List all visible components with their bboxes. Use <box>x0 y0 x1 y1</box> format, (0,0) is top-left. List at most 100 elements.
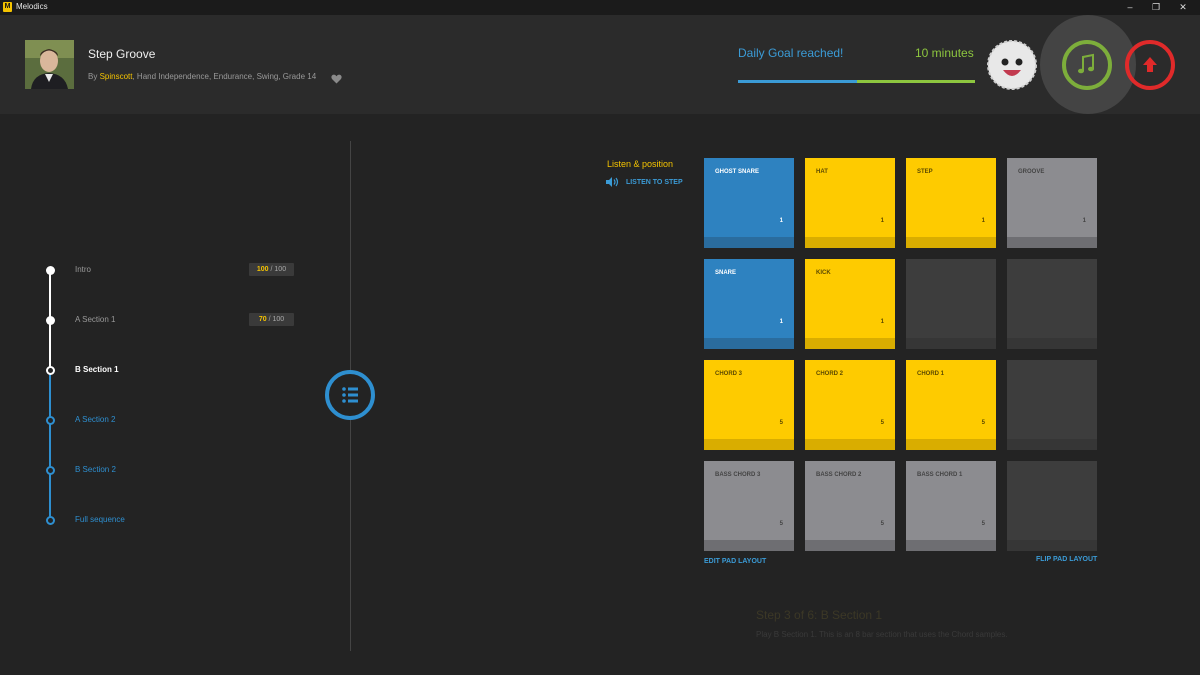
section-score: 100 <box>256 266 269 273</box>
timeline-connector <box>49 370 51 420</box>
artist-avatar <box>25 40 74 89</box>
section-label[interactable]: Intro <box>75 265 92 274</box>
pad-strip <box>906 540 996 551</box>
lesson-meta: By Spinscott, Hand Independence, Enduran… <box>88 72 316 81</box>
pad-bass-chord-1[interactable]: BASS CHORD 1 5 <box>906 461 996 551</box>
pad-name: CHORD 2 <box>816 371 844 377</box>
pad-ghost-snare[interactable]: GHOST SNARE 1 <box>704 158 794 248</box>
section-score-total: / 100 <box>266 316 285 323</box>
section-marker-icon[interactable] <box>45 315 55 325</box>
pad-strip <box>805 338 895 349</box>
pad-name: BASS CHORD 1 <box>917 472 963 478</box>
pad-name: HAT <box>816 169 828 175</box>
pad-value: 1 <box>779 319 783 325</box>
section-marker-icon[interactable] <box>45 365 55 375</box>
pad-name: CHORD 1 <box>917 371 945 377</box>
timeline-connector <box>49 270 51 320</box>
pad-empty[interactable] <box>1007 259 1097 349</box>
favorite-heart-icon[interactable] <box>331 71 342 89</box>
pad-strip <box>1007 439 1097 450</box>
lesson-header: Step Groove By Spinscott, Hand Independe… <box>0 15 1200 114</box>
edit-pad-layout-link[interactable]: EDIT PAD LAYOUT <box>704 558 767 565</box>
section-label[interactable]: Full sequence <box>75 515 125 524</box>
pad-value: 5 <box>779 521 783 527</box>
pad-value: 5 <box>779 420 783 426</box>
pad-chord-1[interactable]: CHORD 1 5 <box>906 360 996 450</box>
pad-strip <box>1007 338 1097 349</box>
section-menu-button[interactable] <box>325 370 375 420</box>
title-bar: M Melodics – ❐ ✕ <box>0 0 1200 15</box>
pad-empty[interactable] <box>1007 360 1097 450</box>
pad-strip <box>805 439 895 450</box>
pad-empty[interactable] <box>906 259 996 349</box>
section-marker-icon[interactable] <box>45 265 55 275</box>
pad-name: SNARE <box>715 270 737 276</box>
pad-value: 5 <box>981 521 985 527</box>
pad-name: BASS CHORD 2 <box>816 472 862 478</box>
lesson-tags: , Hand Independence, Endurance, Swing, G… <box>132 72 317 81</box>
section-label[interactable]: B Section 1 <box>75 365 119 374</box>
section-marker-icon[interactable] <box>45 465 55 475</box>
pad-value: 5 <box>880 521 884 527</box>
pad-strip <box>906 237 996 248</box>
pad-groove[interactable]: GROOVE 1 <box>1007 158 1097 248</box>
pad-step[interactable]: STEP 1 <box>906 158 996 248</box>
mascot-face-icon[interactable] <box>987 40 1037 90</box>
timeline-connector <box>49 320 51 370</box>
pad-strip <box>704 237 794 248</box>
restore-icon[interactable]: ❐ <box>1151 2 1161 12</box>
pad-hat[interactable]: HAT 1 <box>805 158 895 248</box>
section-label[interactable]: A Section 2 <box>75 415 116 424</box>
timeline-connector <box>49 420 51 470</box>
listen-to-step-label: LISTEN TO STEP <box>625 178 683 186</box>
app-logo-icon: M <box>3 2 12 12</box>
section-marker-icon[interactable] <box>45 415 55 425</box>
pad-name: GHOST SNARE <box>715 169 760 175</box>
pad-name: BASS CHORD 3 <box>715 472 761 478</box>
pad-bass-chord-3[interactable]: BASS CHORD 3 5 <box>704 461 794 551</box>
step-title: Step 3 of 6: B Section 1 <box>756 608 883 622</box>
pad-snare[interactable]: SNARE 1 <box>704 259 794 349</box>
pad-chord-2[interactable]: CHORD 2 5 <box>805 360 895 450</box>
minimize-icon[interactable]: – <box>1127 2 1133 12</box>
section-score-total: / 100 <box>268 266 287 273</box>
main-area: Intro 100 / 100 A Section 1 70 / 100 B Secti… <box>0 114 1200 675</box>
pad-strip <box>805 540 895 551</box>
pad-strip <box>704 540 794 551</box>
pad-value: 1 <box>981 218 985 224</box>
pad-kick[interactable]: KICK 1 <box>805 259 895 349</box>
upload-button[interactable] <box>1125 40 1175 90</box>
listen-to-step-button[interactable]: LISTEN TO STEP <box>606 177 683 187</box>
music-mode-button[interactable] <box>1062 40 1112 90</box>
pad-name: STEP <box>917 169 933 175</box>
pad-chord-3[interactable]: CHORD 3 5 <box>704 360 794 450</box>
close-icon[interactable]: ✕ <box>1179 2 1187 12</box>
pad-value: 1 <box>1082 218 1086 224</box>
timeline-connector <box>49 470 51 520</box>
section-label[interactable]: B Section 2 <box>75 465 116 474</box>
pad-strip <box>704 439 794 450</box>
section-score: 70 <box>258 316 267 323</box>
section-marker-icon[interactable] <box>45 515 55 525</box>
pad-strip <box>1007 540 1097 551</box>
pad-bass-chord-2[interactable]: BASS CHORD 2 5 <box>805 461 895 551</box>
pad-strip <box>1007 237 1097 248</box>
pad-name: GROOVE <box>1018 169 1045 175</box>
pad-value: 1 <box>880 319 884 325</box>
section-label[interactable]: A Section 1 <box>75 315 116 324</box>
pad-value: 1 <box>880 218 884 224</box>
pad-name: CHORD 3 <box>715 371 743 377</box>
lesson-title: Step Groove <box>88 47 156 61</box>
window-title: Melodics <box>16 2 48 11</box>
daily-goal-progress-bar <box>738 80 975 83</box>
author-link[interactable]: Spinscott <box>99 72 133 81</box>
pad-strip <box>704 338 794 349</box>
section-score-badge: 70 / 100 <box>249 313 294 326</box>
pad-value: 5 <box>981 420 985 426</box>
listen-position-title: Listen & position <box>607 159 674 169</box>
flip-pad-layout-link[interactable]: FLIP PAD LAYOUT <box>1036 556 1098 563</box>
section-score-badge: 100 / 100 <box>249 263 294 276</box>
by-label: By <box>88 72 100 81</box>
pad-empty[interactable] <box>1007 461 1097 551</box>
speaker-icon <box>606 177 622 187</box>
